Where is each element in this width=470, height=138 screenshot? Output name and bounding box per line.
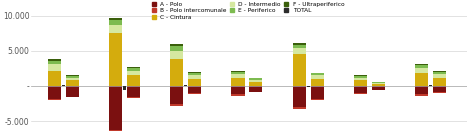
Bar: [250, 82, 262, 86]
Bar: [188, 73, 201, 75]
Bar: [127, 97, 140, 98]
Bar: [433, 92, 446, 93]
Bar: [415, 64, 428, 65]
Bar: [109, 18, 122, 20]
Bar: [109, 25, 122, 33]
Bar: [372, 84, 385, 86]
Bar: [109, 130, 122, 131]
Bar: [354, 80, 367, 86]
Bar: [415, 65, 428, 68]
Bar: [170, 44, 183, 46]
Bar: [250, 78, 262, 80]
Bar: [231, 71, 244, 72]
Bar: [429, 85, 432, 86]
Legend: A - Polo, B - Polo intercomunale, C - Cintura, D - Intermedio, E - Periferico, F: A - Polo, B - Polo intercomunale, C - Ci…: [151, 2, 344, 20]
Bar: [127, 68, 140, 71]
Bar: [415, 94, 428, 96]
Bar: [354, 86, 367, 93]
Bar: [48, 71, 61, 86]
Bar: [311, 72, 324, 73]
Bar: [48, 86, 61, 99]
Bar: [433, 72, 446, 74]
Bar: [231, 86, 244, 94]
Bar: [250, 86, 262, 92]
Bar: [188, 72, 201, 73]
Bar: [306, 86, 310, 87]
Bar: [123, 86, 126, 90]
Bar: [170, 51, 183, 59]
Bar: [415, 73, 428, 86]
Bar: [66, 80, 79, 86]
Bar: [415, 68, 428, 73]
Bar: [109, 33, 122, 86]
Bar: [354, 93, 367, 94]
Bar: [433, 86, 446, 92]
Bar: [293, 48, 306, 54]
Bar: [293, 43, 306, 45]
Bar: [293, 45, 306, 48]
Bar: [127, 71, 140, 75]
Bar: [231, 94, 244, 95]
Bar: [170, 104, 183, 106]
Bar: [354, 76, 367, 78]
Bar: [127, 86, 140, 97]
Bar: [354, 78, 367, 80]
Bar: [372, 83, 385, 84]
Bar: [127, 67, 140, 68]
Bar: [311, 86, 324, 99]
Bar: [293, 107, 306, 108]
Bar: [311, 73, 324, 75]
Bar: [170, 86, 183, 104]
Bar: [250, 80, 262, 82]
Bar: [433, 71, 446, 72]
Bar: [433, 74, 446, 78]
Bar: [48, 99, 61, 100]
Bar: [48, 61, 61, 64]
Bar: [231, 74, 244, 78]
Bar: [311, 99, 324, 100]
Bar: [415, 86, 428, 94]
Bar: [354, 75, 367, 76]
Bar: [109, 86, 122, 130]
Bar: [66, 76, 79, 78]
Bar: [109, 20, 122, 25]
Bar: [433, 78, 446, 86]
Bar: [66, 75, 79, 76]
Bar: [293, 54, 306, 86]
Bar: [48, 59, 61, 61]
Bar: [188, 93, 201, 94]
Bar: [62, 85, 65, 86]
Bar: [170, 46, 183, 51]
Bar: [66, 86, 79, 97]
Bar: [372, 86, 385, 90]
Bar: [311, 79, 324, 86]
Bar: [184, 85, 188, 86]
Bar: [231, 72, 244, 74]
Bar: [66, 78, 79, 80]
Bar: [127, 75, 140, 86]
Bar: [372, 82, 385, 83]
Bar: [48, 64, 61, 71]
Bar: [188, 75, 201, 79]
Bar: [188, 79, 201, 86]
Bar: [188, 86, 201, 93]
Bar: [170, 59, 183, 86]
Bar: [293, 86, 306, 107]
Bar: [311, 75, 324, 79]
Bar: [231, 78, 244, 86]
